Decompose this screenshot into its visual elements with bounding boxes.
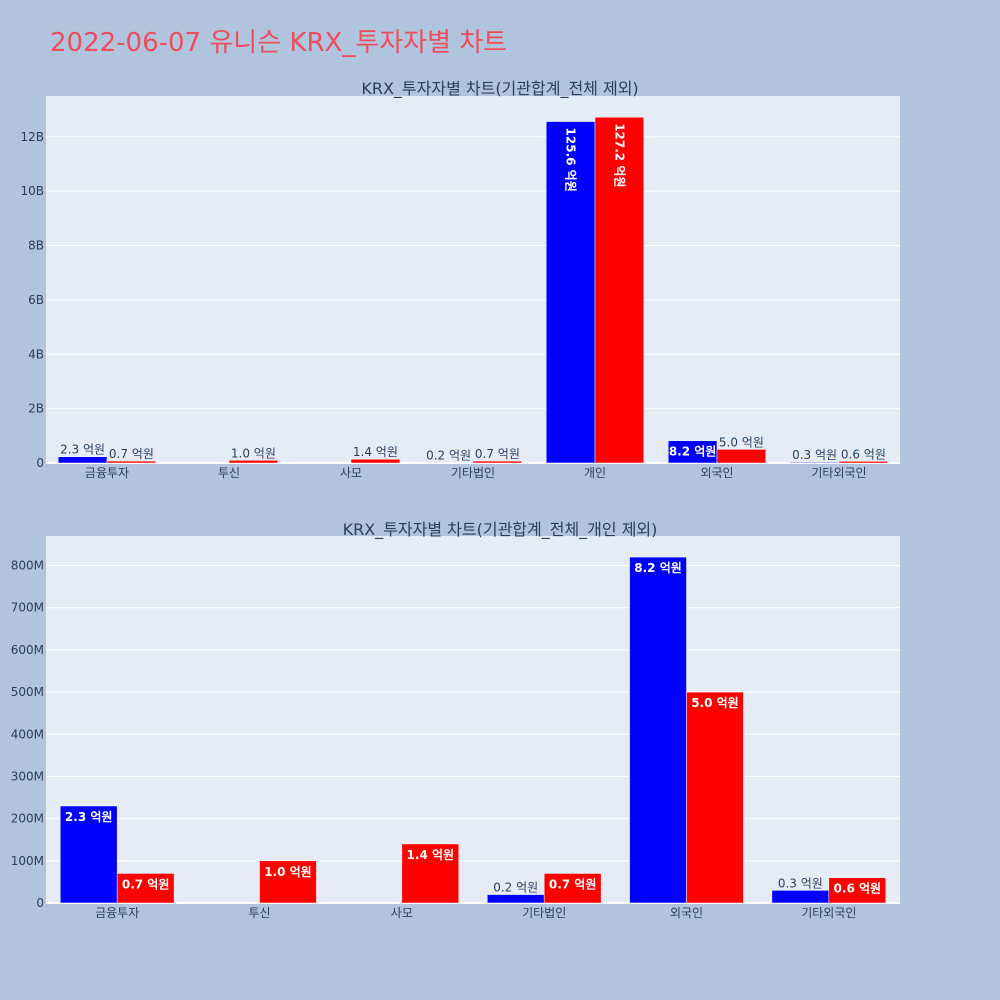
bar [828, 877, 887, 904]
data-label: 127.2 억원 [612, 123, 626, 187]
y-tick-label: 0 [36, 456, 44, 470]
bar [116, 873, 175, 904]
bar [545, 121, 596, 464]
y-tick-label: 700M [11, 601, 44, 615]
y-tick-label: 2B [28, 402, 44, 416]
x-tick-label: 기타외국인 [811, 466, 866, 480]
data-label: 0.6 억원 [841, 447, 886, 461]
chart-panel-1: 0 2B 4B 6B 8B 10B 12B KRX_투자자별 차트(기관합계_전체 제외) 금융… [20, 79, 900, 480]
chart-panel-2: 0 100M 200M 300M 400M 500M 600M 700M 800M KRX_투자자… [11, 520, 900, 920]
bar [543, 873, 602, 904]
bar [629, 556, 687, 904]
y-tick-label: 10B [20, 184, 44, 198]
chart-subtitle: KRX_투자자별 차트(기관합계_전체 제외) [361, 79, 638, 99]
y-tick-label: 600M [11, 643, 44, 657]
y-tick-label: 12B [20, 130, 44, 144]
bar [594, 116, 645, 464]
bar [838, 461, 889, 464]
data-label: 1.0 억원 [231, 446, 276, 460]
data-label: 2.3 억원 [60, 443, 105, 457]
x-tick-label: 사모 [391, 906, 413, 920]
x-tick-label: 투신 [218, 466, 240, 480]
data-label: 2.3 억원 [65, 810, 113, 824]
y-tick-label: 200M [11, 812, 44, 826]
data-label: 0.7 억원 [109, 447, 154, 461]
data-label: 5.0 억원 [691, 696, 739, 710]
bar [401, 843, 460, 904]
x-tick-label: 금융투자 [95, 906, 139, 920]
page-title: 2022-06-07 유니슨 KRX_투자자별 차트 [50, 28, 508, 58]
bar [106, 460, 157, 464]
y-tick-label: 500M [11, 685, 44, 699]
bar [686, 691, 744, 904]
bar [350, 458, 401, 464]
x-tick-label: 투신 [248, 906, 270, 920]
y-tick-label: 0 [36, 896, 44, 910]
data-label: 0.3 억원 [792, 448, 837, 462]
data-label: 1.4 억원 [407, 848, 455, 862]
y-tick-label: 800M [11, 559, 44, 573]
data-label: 125.6 억원 [564, 128, 578, 192]
data-label: 1.4 억원 [353, 445, 398, 459]
data-label: 1.0 억원 [264, 865, 312, 879]
bar [771, 890, 830, 904]
data-label: 0.2 억원 [426, 448, 471, 462]
bar [716, 449, 767, 464]
y-tick-label: 100M [11, 854, 44, 868]
x-tick-label: 개인 [584, 466, 606, 480]
data-label: 0.2 억원 [493, 881, 538, 895]
y-tick-label: 300M [11, 769, 44, 783]
y-tick-label: 4B [28, 347, 44, 361]
data-label: 0.7 억원 [549, 877, 597, 891]
data-label: 0.7 억원 [122, 877, 170, 891]
y-tick-label: 8B [28, 239, 44, 253]
bar [57, 456, 108, 464]
bar [228, 460, 279, 464]
plot-area [46, 536, 900, 903]
data-label: 8.2 억원 [634, 561, 682, 575]
x-tick-label: 기타법인 [451, 466, 495, 480]
chart-subtitle: KRX_투자자별 차트(기관합계_전체_개인 제외) [343, 520, 658, 540]
bar [486, 894, 545, 904]
x-tick-label: 사모 [340, 466, 362, 480]
x-tick-label: 금융투자 [85, 466, 129, 480]
data-label: 0.6 억원 [834, 882, 882, 896]
bar [59, 805, 118, 904]
x-tick-label: 기타외국인 [801, 906, 856, 920]
y-tick-label: 400M [11, 727, 44, 741]
data-label: 0.3 억원 [778, 876, 823, 890]
x-tick-label: 기타법인 [522, 906, 566, 920]
plot-area [46, 96, 900, 463]
data-label: 5.0 억원 [719, 435, 764, 449]
bar [259, 860, 317, 904]
data-label: 0.7 억원 [475, 447, 520, 461]
bar [472, 460, 523, 464]
bar [789, 461, 840, 464]
y-tick-label: 6B [28, 293, 44, 307]
bar [423, 462, 474, 464]
data-label: 8.2 억원 [669, 445, 717, 459]
x-tick-label: 외국인 [670, 906, 703, 920]
x-tick-label: 외국인 [700, 466, 733, 480]
